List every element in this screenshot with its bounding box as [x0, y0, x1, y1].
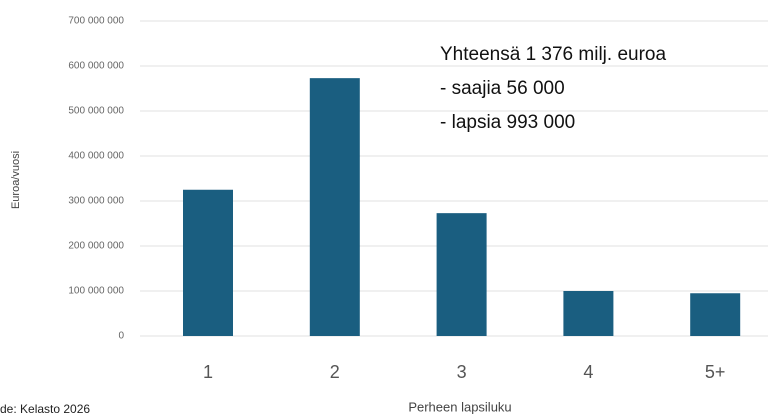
x-tick-label: 2	[330, 362, 340, 382]
x-tick-label: 3	[457, 362, 467, 382]
bar	[690, 293, 741, 336]
y-tick-label: 700 000 000	[68, 16, 124, 27]
y-tick-label: 100 000 000	[68, 286, 124, 297]
annotation: - saajia 56 000	[440, 78, 565, 99]
y-tick-label: 300 000 000	[68, 196, 124, 207]
x-tick-label: 1	[203, 362, 213, 382]
y-tick-label: 400 000 000	[68, 151, 124, 162]
x-axis-label: Perheen lapsiluku	[408, 399, 511, 414]
y-tick-label: 200 000 000	[68, 241, 124, 252]
annotation: Yhteensä 1 376 milj. euroa	[440, 44, 666, 65]
x-tick-label: 4	[583, 362, 593, 382]
x-tick-label: 5+	[705, 362, 726, 382]
bar	[309, 78, 360, 337]
bar	[436, 213, 487, 336]
annotation: - lapsia 993 000	[440, 112, 575, 133]
source: de: Kelasto 2026	[0, 402, 90, 416]
y-tick-label: 0	[118, 331, 124, 342]
y-tick-label: 600 000 000	[68, 61, 124, 72]
bar	[563, 291, 614, 336]
y-axis-label: Euroa/vuosi	[10, 151, 22, 209]
y-tick-label: 500 000 000	[68, 106, 124, 117]
bar	[183, 189, 233, 336]
